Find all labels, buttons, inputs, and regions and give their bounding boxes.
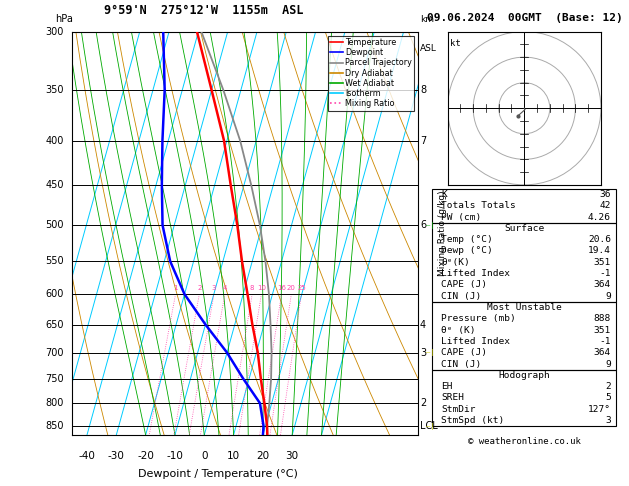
Text: 888: 888 xyxy=(594,314,611,323)
Text: 351: 351 xyxy=(594,326,611,334)
Text: 4.26: 4.26 xyxy=(588,212,611,222)
Text: CIN (J): CIN (J) xyxy=(442,360,482,368)
Text: Dewpoint / Temperature (°C): Dewpoint / Temperature (°C) xyxy=(138,469,298,479)
Text: Totals Totals: Totals Totals xyxy=(442,201,516,210)
Text: 300: 300 xyxy=(45,27,64,36)
Text: 700: 700 xyxy=(45,347,64,358)
Text: Mixing Ratio (g/kg): Mixing Ratio (g/kg) xyxy=(438,191,447,276)
Text: 9: 9 xyxy=(605,360,611,368)
Text: -1: -1 xyxy=(599,337,611,346)
Text: 2: 2 xyxy=(420,398,426,408)
Text: -10: -10 xyxy=(167,451,184,461)
Text: θᵉ(K): θᵉ(K) xyxy=(442,258,470,267)
Text: 0: 0 xyxy=(201,451,208,461)
Text: StmDir: StmDir xyxy=(442,405,476,414)
Text: K: K xyxy=(442,190,447,199)
Text: 5: 5 xyxy=(605,394,611,402)
Text: 1: 1 xyxy=(174,285,178,291)
Text: 350: 350 xyxy=(45,85,64,95)
Text: 9: 9 xyxy=(605,292,611,301)
Text: 2: 2 xyxy=(605,382,611,391)
Text: 500: 500 xyxy=(45,220,64,230)
Text: © weatheronline.co.uk: © weatheronline.co.uk xyxy=(468,437,581,447)
Text: 6: 6 xyxy=(420,220,426,230)
Text: 42: 42 xyxy=(599,201,611,210)
Text: 20: 20 xyxy=(287,285,296,291)
Text: EH: EH xyxy=(442,382,453,391)
Text: 25: 25 xyxy=(297,285,306,291)
Text: 36: 36 xyxy=(599,190,611,199)
Text: Lifted Index: Lifted Index xyxy=(442,269,510,278)
Text: 2: 2 xyxy=(197,285,201,291)
Text: Dewp (°C): Dewp (°C) xyxy=(442,246,493,256)
Text: 09.06.2024  00GMT  (Base: 12): 09.06.2024 00GMT (Base: 12) xyxy=(427,14,623,23)
Text: 3: 3 xyxy=(212,285,216,291)
Text: 550: 550 xyxy=(45,256,64,266)
Text: –|: –| xyxy=(426,423,435,430)
Text: CAPE (J): CAPE (J) xyxy=(442,280,487,289)
Text: 450: 450 xyxy=(45,180,64,190)
Text: Most Unstable: Most Unstable xyxy=(487,303,562,312)
Text: Hodograph: Hodograph xyxy=(498,371,550,380)
Text: 400: 400 xyxy=(45,136,64,146)
Text: LCL: LCL xyxy=(420,421,438,431)
Text: 127°: 127° xyxy=(588,405,611,414)
Text: 20.6: 20.6 xyxy=(588,235,611,244)
Text: 9°59'N  275°12'W  1155m  ASL: 9°59'N 275°12'W 1155m ASL xyxy=(104,4,304,17)
Text: 364: 364 xyxy=(594,280,611,289)
Text: 600: 600 xyxy=(45,289,64,299)
Text: Temp (°C): Temp (°C) xyxy=(442,235,493,244)
Legend: Temperature, Dewpoint, Parcel Trajectory, Dry Adiabat, Wet Adiabat, Isotherm, Mi: Temperature, Dewpoint, Parcel Trajectory… xyxy=(328,35,415,111)
Text: 10: 10 xyxy=(257,285,266,291)
Text: 364: 364 xyxy=(594,348,611,357)
Text: 16: 16 xyxy=(277,285,286,291)
Text: 850: 850 xyxy=(45,421,64,431)
Text: CIN (J): CIN (J) xyxy=(442,292,482,301)
Text: 750: 750 xyxy=(45,374,64,384)
Text: -1: -1 xyxy=(599,269,611,278)
Text: θᵉ (K): θᵉ (K) xyxy=(442,326,476,334)
Text: ASL: ASL xyxy=(420,44,437,52)
Text: Pressure (mb): Pressure (mb) xyxy=(442,314,516,323)
Text: –|: –| xyxy=(426,349,435,356)
Text: 3: 3 xyxy=(420,347,426,358)
Text: 20: 20 xyxy=(257,451,269,461)
Text: –|: –| xyxy=(426,222,435,228)
Text: -40: -40 xyxy=(79,451,96,461)
Text: 650: 650 xyxy=(45,319,64,330)
Text: CAPE (J): CAPE (J) xyxy=(442,348,487,357)
Text: 3: 3 xyxy=(605,416,611,425)
Text: kt: kt xyxy=(450,39,461,48)
Text: PW (cm): PW (cm) xyxy=(442,212,482,222)
Text: 30: 30 xyxy=(286,451,299,461)
Text: 10: 10 xyxy=(227,451,240,461)
Text: SREH: SREH xyxy=(442,394,464,402)
Text: -30: -30 xyxy=(108,451,125,461)
Text: hPa: hPa xyxy=(55,14,72,23)
Text: 4: 4 xyxy=(223,285,227,291)
Text: Lifted Index: Lifted Index xyxy=(442,337,510,346)
Text: StmSpd (kt): StmSpd (kt) xyxy=(442,416,504,425)
Text: 8: 8 xyxy=(250,285,254,291)
Text: 19.4: 19.4 xyxy=(588,246,611,256)
Text: 800: 800 xyxy=(45,398,64,408)
Text: 8: 8 xyxy=(420,85,426,95)
Text: 351: 351 xyxy=(594,258,611,267)
Text: km: km xyxy=(420,15,434,23)
Text: 4: 4 xyxy=(420,319,426,330)
Text: -20: -20 xyxy=(137,451,154,461)
Text: Surface: Surface xyxy=(504,224,544,233)
Text: 7: 7 xyxy=(420,136,426,146)
